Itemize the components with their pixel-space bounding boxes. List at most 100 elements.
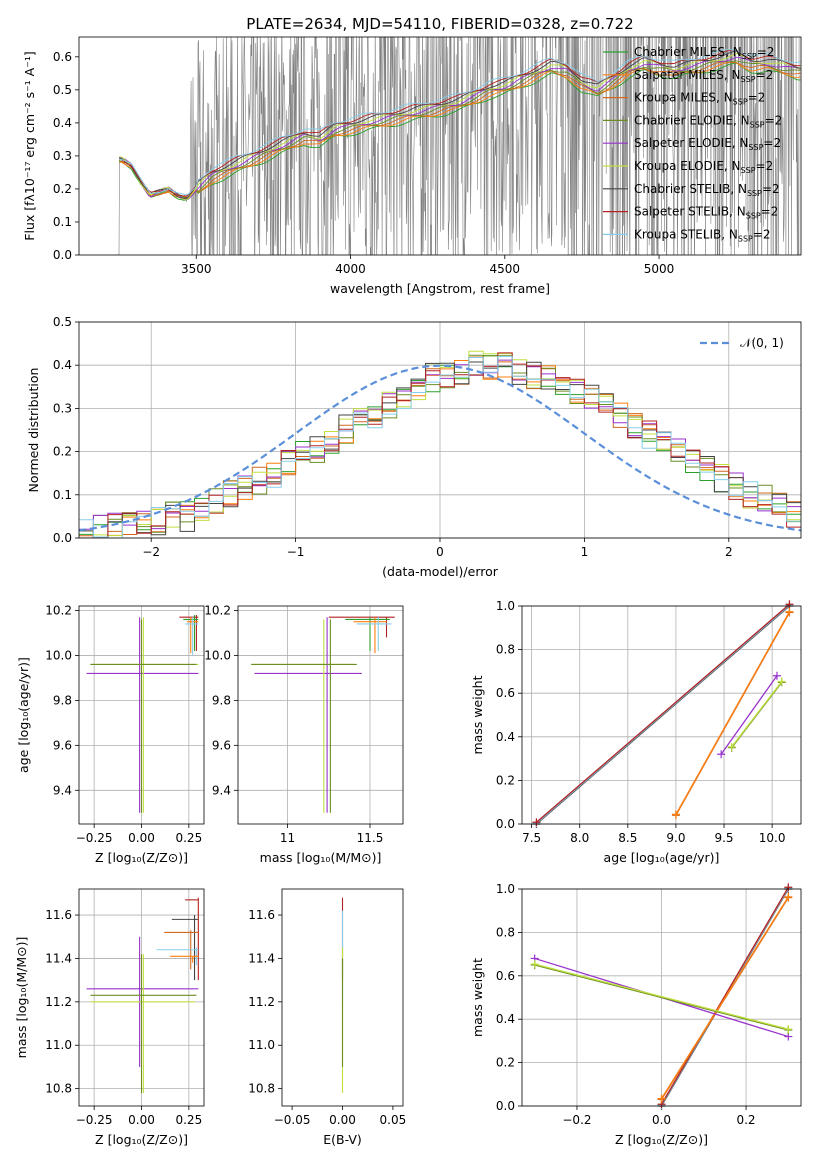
legend-subscript: SSP bbox=[738, 234, 753, 243]
legend-suffix: =2 bbox=[763, 136, 781, 150]
ebv-mass-panel: −0.05 0.00 0.05 10.8 11.0 11.2 11.4 11.6 E(B-V) bbox=[248, 888, 407, 1147]
model-spectrum-line bbox=[119, 56, 801, 201]
y-tick-label: 10.2 bbox=[204, 603, 231, 617]
y-tick-label: 1.0 bbox=[496, 599, 515, 613]
x-tick-label: 8.5 bbox=[618, 831, 637, 845]
weight-line bbox=[536, 603, 790, 823]
x-tick-label: 0.05 bbox=[380, 1113, 407, 1127]
weight-marker bbox=[777, 677, 786, 686]
x-tick-label: 4000 bbox=[335, 262, 366, 276]
y-tick-label: 11.4 bbox=[248, 951, 275, 965]
histogram-step-line bbox=[79, 352, 801, 538]
legend-entry: Kroupa ELODIE, NSSP=2 bbox=[634, 159, 773, 175]
x-tick-label: 1 bbox=[581, 545, 589, 559]
y-tick-label: 10.8 bbox=[248, 1082, 275, 1096]
x-tick-label: −0.2 bbox=[562, 1113, 591, 1127]
legend-subscript: SSP bbox=[741, 166, 756, 175]
x-tick-label: 0.00 bbox=[128, 1113, 155, 1127]
x-tick-label: 8.0 bbox=[570, 831, 589, 845]
histogram-step-line bbox=[79, 356, 801, 538]
y-tick-label: 0.4 bbox=[496, 730, 515, 744]
spectrum-panel: 3500 4000 4500 5000 0.0 0.1 0.2 0.3 0.4 0.5 0.6 wav… bbox=[22, 36, 802, 296]
weight-line bbox=[536, 605, 790, 825]
weight-line bbox=[660, 886, 789, 1105]
legend-subscript: SSP bbox=[733, 98, 748, 107]
y-tick-label: 0.0 bbox=[496, 1099, 515, 1113]
weight-marker bbox=[532, 818, 541, 827]
model-spectrum-line bbox=[119, 52, 801, 201]
legend-entry: Kroupa STELIB, NSSP=2 bbox=[634, 227, 771, 243]
x-axis-label: Z [log₁₀(Z/Z⊙)] bbox=[615, 1132, 708, 1147]
normal-distribution-curve bbox=[78, 364, 802, 532]
y-tick-label: 0.6 bbox=[53, 50, 72, 64]
y-axis-label: mass weight bbox=[470, 675, 485, 754]
y-tick-label: 0.3 bbox=[53, 401, 72, 415]
legend-subscript: SSP bbox=[746, 212, 761, 221]
z-weight-panel: −0.2 0.0 0.2 0.0 0.2 0.4 0.6 0.8 1.0 Z [log₁₀(Z/Z… bbox=[470, 882, 802, 1147]
weight-marker bbox=[784, 892, 793, 901]
legend-suffix: =2 bbox=[756, 159, 774, 173]
legend-entry: Salpeter STELIB, NSSP=2 bbox=[634, 205, 778, 221]
y-axis-label: age [log₁₀(age/yr)] bbox=[16, 657, 31, 773]
x-axis-label: E(B-V) bbox=[323, 1132, 362, 1147]
x-axis-label: age [log₁₀(age/yr)] bbox=[604, 850, 720, 865]
weight-marker bbox=[657, 1094, 666, 1103]
x-axis-label: (data-model)/error bbox=[382, 564, 499, 579]
x-tick-label: 11 bbox=[280, 831, 295, 845]
legend-suffix: =2 bbox=[762, 182, 780, 196]
legend-suffix: =2 bbox=[765, 113, 783, 127]
legend-entry: Chabrier STELIB, NSSP=2 bbox=[634, 182, 780, 198]
plot-frame bbox=[78, 36, 802, 256]
x-tick-label: 0.25 bbox=[175, 831, 202, 845]
x-axis-label: Z [log₁₀(Z/Z⊙)] bbox=[95, 850, 188, 865]
legend-subscript: SSP bbox=[747, 189, 762, 198]
histogram-step-line bbox=[79, 361, 801, 538]
weight-line bbox=[720, 675, 778, 755]
y-tick-label: 0.3 bbox=[53, 149, 72, 163]
y-tick-label: 11.6 bbox=[248, 908, 275, 922]
y-tick-label: 0.0 bbox=[496, 817, 515, 831]
x-tick-label: 2 bbox=[725, 545, 733, 559]
y-tick-label: 0.1 bbox=[53, 488, 72, 502]
model-spectrum-line bbox=[118, 50, 801, 199]
z-mass-panel: −0.25 0.00 0.25 10.8 11.0 11.2 11.4 11.6 Z [log₁… bbox=[14, 888, 205, 1147]
y-tick-label: 11.2 bbox=[248, 995, 275, 1009]
legend-suffix: =2 bbox=[757, 45, 775, 59]
x-axis-label: Z [log₁₀(Z/Z⊙)] bbox=[95, 1132, 188, 1147]
weight-marker bbox=[784, 883, 793, 892]
weight-line bbox=[660, 896, 789, 1099]
y-tick-label: 0.8 bbox=[496, 925, 515, 939]
y-tick-label: 0.2 bbox=[496, 1056, 515, 1070]
x-tick-label: 0.00 bbox=[329, 1113, 356, 1127]
legend-entry: Salpeter MILES, NSSP=2 bbox=[634, 68, 773, 84]
y-tick-label: 0.6 bbox=[496, 969, 515, 983]
weight-marker bbox=[785, 607, 794, 616]
y-tick-label: 0.4 bbox=[496, 1012, 515, 1026]
x-tick-label: 0.25 bbox=[175, 1113, 202, 1127]
x-tick-label: −0.05 bbox=[274, 1113, 311, 1127]
x-tick-label: 0 bbox=[436, 545, 444, 559]
legend-entry: Chabrier MILES, NSSP=2 bbox=[634, 45, 774, 61]
legend-entry: Chabrier ELODIE, NSSP=2 bbox=[634, 113, 782, 129]
x-tick-label: −2 bbox=[142, 545, 160, 559]
legend-subscript: SSP bbox=[750, 120, 765, 129]
plot-frame bbox=[281, 888, 404, 1107]
legend-subscript: SSP bbox=[741, 75, 756, 84]
weight-marker bbox=[671, 810, 680, 819]
y-tick-label: 0.0 bbox=[53, 248, 72, 262]
legend-entry: 𝒩(0, 1) bbox=[740, 336, 784, 350]
y-tick-label: 0.6 bbox=[496, 686, 515, 700]
legend-subscript: SSP bbox=[742, 52, 757, 61]
x-tick-label: 11.5 bbox=[357, 831, 384, 845]
weight-marker bbox=[785, 600, 794, 609]
plot-frame bbox=[78, 605, 205, 825]
y-tick-label: 10.8 bbox=[45, 1082, 72, 1096]
legend-suffix: =2 bbox=[756, 68, 774, 82]
y-axis-label: Flux [fλ10⁻¹⁷ erg cm⁻² s⁻¹ A⁻¹] bbox=[22, 51, 37, 240]
y-tick-label: 9.6 bbox=[212, 738, 231, 752]
weight-marker bbox=[530, 960, 539, 969]
legend-entry: Salpeter ELODIE, NSSP=2 bbox=[634, 136, 781, 152]
z-age-panel: −0.25 0.00 0.25 9.4 9.6 9.8 10.0 10.2 Z [log₁₀(Z… bbox=[16, 603, 205, 865]
x-axis-label: wavelength [Angstrom, rest frame] bbox=[330, 281, 550, 296]
